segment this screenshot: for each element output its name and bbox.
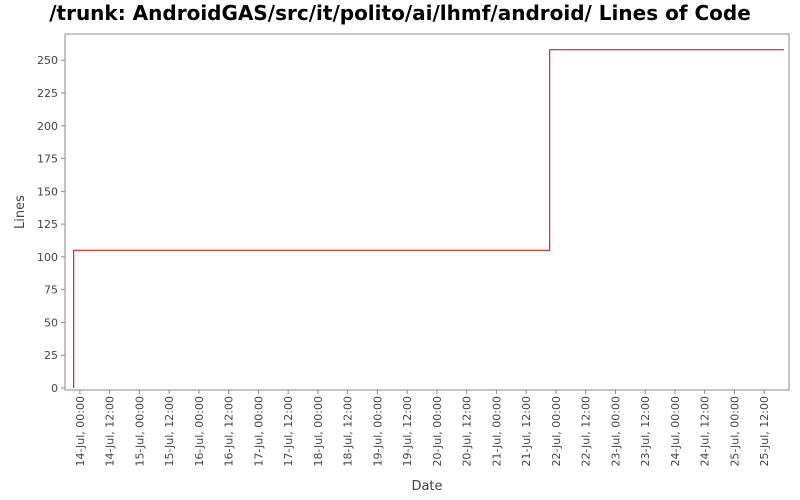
y-axis-title: Lines (13, 195, 28, 229)
x-tick-label: 24-Jul, 12:00 (699, 396, 712, 467)
y-tick-label: 150 (37, 185, 58, 198)
x-tick-label: 20-Jul, 00:00 (431, 396, 444, 467)
x-tick-label: 16-Jul, 00:00 (193, 396, 206, 467)
x-tick-label: 21-Jul, 12:00 (520, 396, 533, 467)
plot-area (64, 33, 790, 391)
x-tick-label: 23-Jul, 12:00 (639, 396, 652, 467)
y-tick-label: 200 (37, 120, 58, 133)
x-tick-label: 15-Jul, 12:00 (163, 396, 176, 467)
data-point (784, 49, 785, 50)
x-axis-title: Date (411, 479, 442, 494)
y-tick-label: 225 (37, 87, 58, 100)
y-tick-label: 250 (37, 54, 58, 67)
y-tick-label: 25 (44, 349, 58, 362)
x-tick-label: 25-Jul, 00:00 (728, 396, 741, 467)
x-tick-label: 17-Jul, 00:00 (252, 396, 265, 467)
x-tick-label: 22-Jul, 12:00 (580, 396, 593, 467)
x-tick-label: 16-Jul, 12:00 (223, 396, 236, 467)
data-point (549, 250, 550, 251)
series-line-0 (73, 49, 784, 388)
y-tick-label: 125 (37, 218, 58, 231)
x-tick-label: 20-Jul, 12:00 (461, 396, 474, 467)
x-tick-label: 21-Jul, 00:00 (490, 396, 503, 467)
y-tick-label: 50 (44, 316, 58, 329)
y-tick-label: 175 (37, 153, 58, 166)
y-tick-label: 0 (51, 382, 58, 395)
x-tick-label: 14-Jul, 00:00 (74, 396, 87, 467)
data-point (73, 250, 74, 251)
y-axis: 0 25 50 75 100 125 150 175 200 225 250 (37, 54, 65, 395)
x-tick-label: 25-Jul, 12:00 (758, 396, 771, 467)
x-tick-label: 24-Jul, 00:00 (669, 396, 682, 467)
x-tick-label: 22-Jul, 00:00 (550, 396, 563, 467)
x-tick-label: 19-Jul, 12:00 (401, 396, 414, 467)
y-tick-label: 75 (44, 284, 58, 297)
x-tick-label: 17-Jul, 12:00 (282, 396, 295, 467)
x-axis: 14-Jul, 00:00 14-Jul, 12:00 15-Jul, 00:00 1… (74, 390, 771, 467)
series-layer (73, 49, 784, 388)
x-tick-label: 18-Jul, 00:00 (312, 396, 325, 467)
x-tick-label: 23-Jul, 00:00 (609, 396, 622, 467)
data-point (73, 388, 74, 389)
x-tick-label: 15-Jul, 00:00 (133, 396, 146, 467)
x-tick-label: 19-Jul, 00:00 (371, 396, 384, 467)
chart-title: /trunk: AndroidGAS/src/it/polito/ai/lhmf… (49, 1, 751, 25)
x-tick-label: 18-Jul, 12:00 (342, 396, 355, 467)
y-tick-label: 100 (37, 251, 58, 264)
x-tick-label: 14-Jul, 12:00 (104, 396, 117, 467)
data-point (549, 49, 550, 50)
